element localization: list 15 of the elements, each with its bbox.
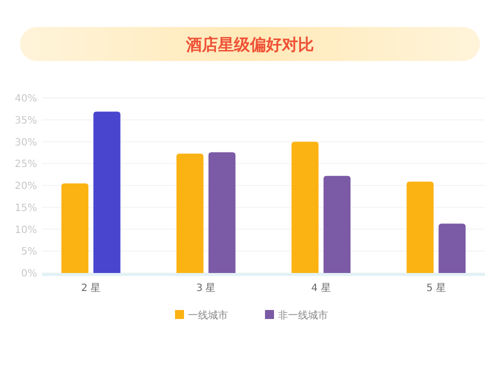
bar <box>406 182 434 273</box>
x-tick-label: 5 星 <box>426 283 446 294</box>
legend-label: 一线城市 <box>188 310 228 322</box>
legend-label: 非一线城市 <box>278 310 328 322</box>
bar <box>93 112 120 273</box>
bar <box>176 154 204 273</box>
bar <box>208 152 236 273</box>
x-tick-label: 3 星 <box>196 283 216 294</box>
chart-title: 酒店星级偏好对比 <box>185 35 314 54</box>
x-tick-label: 4 星 <box>311 283 331 294</box>
bar <box>292 142 319 273</box>
x-tick-label: 2 星 <box>81 283 101 294</box>
bar <box>438 224 466 273</box>
bar <box>61 183 88 273</box>
bar <box>324 176 351 273</box>
